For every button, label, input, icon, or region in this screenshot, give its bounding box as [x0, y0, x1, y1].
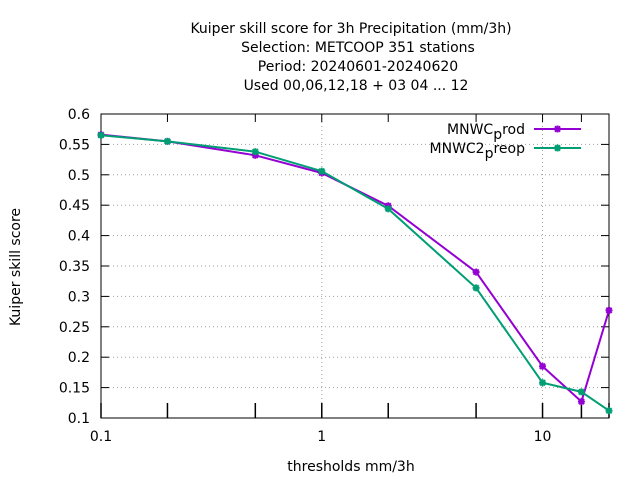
- series-lines: [97, 131, 613, 415]
- series-2-point: [384, 205, 392, 213]
- y-tick-label: 0.15: [59, 381, 90, 397]
- y-tick-label: 0.2: [68, 350, 90, 366]
- tick-labels: 0.1 0.15 0.2 0.25 0.3 0.35 0.4 0.45 0.5 0.55 0.6 0.…: [59, 107, 552, 445]
- x-tick-label: 0.1: [90, 429, 112, 445]
- series-2-point: [577, 388, 585, 396]
- grid-lines: [101, 114, 609, 418]
- legend-marker-1: [554, 125, 561, 133]
- x-axis-title: thresholds mm/3h: [287, 459, 414, 475]
- legend-marker-2: [554, 144, 561, 152]
- series-1-point: [605, 306, 613, 314]
- y-tick-label: 0.6: [68, 107, 90, 123]
- plot-frame: [100, 113, 610, 419]
- series-1-point: [472, 268, 480, 276]
- series-2-point: [97, 131, 105, 139]
- title-line-4: Used 00,06,12,18 + 03 04 ... 12: [244, 78, 469, 94]
- chart-title: Kuiper skill score for 3h Precipitation …: [190, 21, 511, 94]
- x-tick-label: 1: [317, 429, 326, 445]
- y-tick-label: 0.35: [59, 259, 90, 275]
- y-tick-label: 0.25: [59, 320, 90, 336]
- y-tick-label: 0.45: [59, 198, 90, 214]
- series-2-point: [605, 407, 613, 415]
- series-2-point: [472, 284, 480, 292]
- series-2-point: [539, 379, 547, 387]
- series-2-point: [163, 137, 171, 145]
- series-2-point: [318, 167, 326, 175]
- series-2-point: [251, 148, 259, 156]
- title-line-1: Kuiper skill score for 3h Precipitation …: [190, 21, 511, 37]
- legend-label-1: MNWCprod: [447, 122, 525, 143]
- series-1-point: [539, 362, 547, 370]
- y-axis-title: Kuiper skill score: [8, 208, 24, 326]
- y-tick-label: 0.1: [68, 411, 90, 427]
- y-tick-label: 0.3: [68, 289, 90, 305]
- title-line-3: Period: 20240601-20240620: [258, 59, 458, 75]
- y-tick-label: 0.5: [68, 168, 90, 184]
- series-1-point: [577, 398, 585, 406]
- x-tick-label: 10: [534, 429, 552, 445]
- legend-label-2: MNWC2preop: [430, 141, 526, 162]
- y-tick-label: 0.55: [59, 137, 90, 153]
- series-line-2: [100, 134, 610, 412]
- title-line-2: Selection: METCOOP 351 stations: [241, 40, 475, 56]
- y-tick-label: 0.4: [68, 229, 90, 245]
